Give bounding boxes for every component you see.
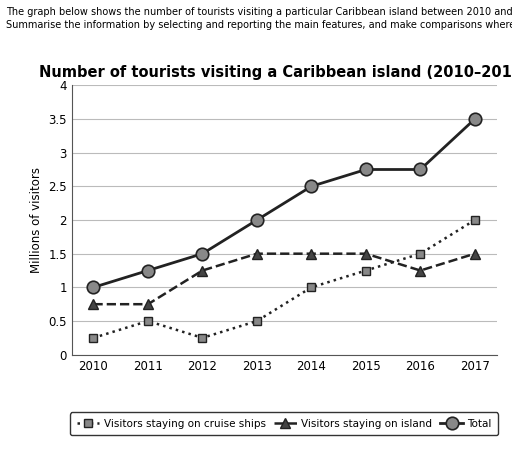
- Title: Number of tourists visiting a Caribbean island (2010–2017): Number of tourists visiting a Caribbean …: [39, 65, 512, 80]
- Y-axis label: Millions of visitors: Millions of visitors: [30, 167, 42, 273]
- Text: The graph below shows the number of tourists visiting a particular Caribbean isl: The graph below shows the number of tour…: [6, 7, 512, 17]
- Legend: Visitors staying on cruise ships, Visitors staying on island, Total: Visitors staying on cruise ships, Visito…: [70, 413, 498, 435]
- Text: Summarise the information by selecting and reporting the main features, and make: Summarise the information by selecting a…: [6, 20, 512, 30]
